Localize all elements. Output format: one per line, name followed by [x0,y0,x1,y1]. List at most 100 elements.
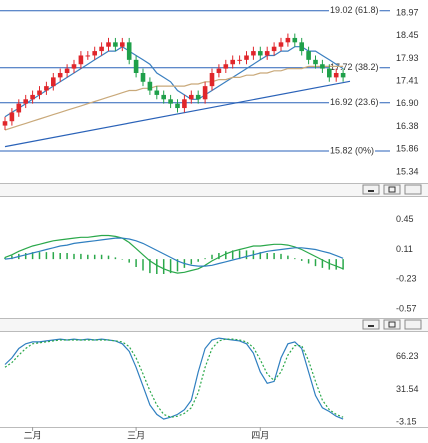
candle-body [340,72,346,78]
y-tick-label: 15.34 [396,166,419,176]
y-tick-label: 16.38 [396,121,419,131]
candle-body [313,59,318,65]
maximize-button[interactable] [383,184,401,195]
maximize-button[interactable] [383,319,401,330]
candle-body [209,72,215,87]
histogram-bar [342,259,344,270]
candle-body [182,99,187,109]
histogram-bar [335,259,337,270]
close-button[interactable] [404,184,422,195]
fibonacci-label: 19.02 (61.8) [330,5,379,15]
candle-body [251,51,256,56]
histogram-bar [328,259,331,270]
histogram-bar [121,259,124,260]
histogram-bar [73,253,75,260]
candle-body [189,94,194,100]
candle-body [78,55,84,65]
y-tick-label: 0.11 [396,244,413,254]
candle-body [168,99,173,104]
line-series [4,237,344,267]
fibonacci-label: 16.92 (23.6) [330,97,379,107]
histogram-bar [169,259,172,274]
histogram-bar [100,254,103,260]
y-tick-label: 18.45 [396,30,419,40]
candle-body [9,112,15,122]
histogram-bar [287,255,289,260]
candle-body [140,72,146,82]
candle-body [327,68,332,78]
histogram-bar [156,259,158,274]
candle-body [30,94,35,100]
histogram-bar [114,257,117,260]
candle-body [202,86,208,100]
histogram-bar [314,259,317,267]
histogram-bar [149,259,151,274]
label-background [329,62,380,73]
y-tick-label: 31.54 [396,384,419,394]
minimize-button[interactable] [362,184,380,195]
histogram-bar [225,251,227,260]
histogram-bar [300,259,303,261]
histogram-bar [238,250,241,260]
candle-body [175,103,180,109]
candle-body [106,42,111,47]
histogram-bar [24,253,27,260]
candle-body [23,99,28,104]
histogram-bar [197,259,199,262]
histogram-bar [87,254,89,260]
y-tick-label: 15.86 [396,144,419,154]
candle-body [57,72,63,78]
pane-divider [0,183,428,197]
candle-body [85,55,91,57]
histogram-bar [59,253,61,260]
y-tick-label: 66.23 [396,351,419,361]
pane-divider [0,318,428,332]
candle-body [223,64,229,69]
close-button[interactable] [404,319,422,330]
histogram-bar [266,253,268,260]
histogram-bar [66,253,68,260]
fibonacci-label: 15.82 (0%) [330,145,374,155]
histogram-bar [31,252,34,260]
y-tick-label: -3.15 [396,416,417,426]
candle-body [195,94,201,100]
histogram-bar [190,259,193,265]
histogram-bar [4,257,6,260]
histogram-bar [176,259,179,272]
trend-line [4,80,351,148]
histogram-bar [280,253,282,260]
y-tick-label: 17.93 [396,53,419,63]
y-tick-label: 18.97 [396,7,419,17]
x-tick-label: 二月 [24,430,42,440]
histogram-bar [204,258,206,260]
minimize-button[interactable] [362,319,380,330]
histogram-bar [294,258,296,260]
candle-body [306,51,311,60]
candle-body [113,42,118,47]
y-tick-label: -0.23 [396,274,417,284]
candle-body [292,37,298,43]
histogram-bar [45,252,48,260]
candle-body [216,68,222,73]
label-background [329,145,376,156]
candle-body [64,68,70,73]
label-background [329,5,380,16]
histogram-bar [135,259,137,267]
histogram-bar [107,255,110,260]
candle-body [92,51,97,56]
histogram-bar [231,250,234,260]
fibonacci-label: 17.72 (38.2) [330,62,379,72]
line-series [4,65,344,131]
candle-body [320,64,325,69]
candle-body [333,72,339,78]
histogram-bar [128,259,130,263]
candle-body [278,42,284,47]
candle-body [258,51,263,56]
histogram-bar [93,254,96,260]
candle-body [99,46,104,52]
histogram-bar [245,250,248,260]
candle-body [299,42,304,52]
x-tick-label: 四月 [251,430,269,440]
candle-body [126,42,132,60]
